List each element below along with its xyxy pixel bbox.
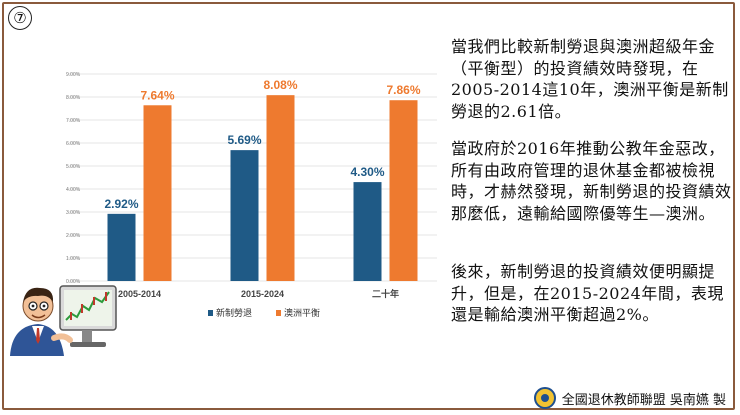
data-label: 7.86% (386, 83, 420, 97)
y-tick-label: 4.00% (66, 187, 81, 193)
x-tick-label: 二十年 (372, 288, 399, 299)
footer-credit: 全國退休教師聯盟 吳南嬿 製 (533, 387, 726, 409)
x-tick-label: 2005-2014 (118, 289, 161, 299)
legend-label: 新制勞退 (216, 307, 252, 319)
y-tick-label: 7.00% (66, 118, 81, 124)
data-label: 4.30% (350, 165, 384, 179)
slide-number: ⑦ (8, 6, 32, 30)
y-tick-label: 0.00% (66, 279, 81, 285)
credit-text: 全國退休教師聯盟 吳南嬿 製 (561, 392, 726, 408)
paragraph-recent: 後來，新制勞退的投資績效便明顯提升，但是，在2015-2024年間，表現還是輸給… (451, 262, 724, 324)
data-label: 2.92% (104, 197, 138, 211)
bar-australia-balanced (266, 95, 295, 281)
y-tick-label: 2.00% (66, 233, 81, 239)
legend-swatch (208, 310, 213, 316)
paragraph-reform: 當政府於2016年推動公教年金惡改，所有由政府管理的退休基金都被檢視時，才赫然發… (451, 139, 732, 223)
y-tick-label: 3.00% (66, 210, 81, 216)
paragraph-comparison: 當我們比較新制勞退與澳洲超級年金（平衡型）的投資績效時發現，在2005-2014… (451, 37, 729, 121)
data-label: 7.64% (140, 88, 174, 102)
y-tick-label: 6.00% (66, 141, 81, 147)
slide-frame (2, 2, 735, 410)
bar-chart: 0.00% 1.00% 2.00% 3.00% 4.00% 5.00% 6.00% 7.00%… (58, 62, 445, 328)
data-label: 5.69% (227, 133, 261, 147)
y-tick-label: 5.00% (66, 164, 81, 170)
union-logo-icon (533, 387, 556, 409)
bar-labor-pension (230, 150, 259, 281)
legend-label: 澳洲平衡 (284, 307, 320, 319)
data-label: 8.08% (263, 78, 297, 92)
cartoon-investor-illustration (10, 285, 117, 356)
bar-labor-pension (107, 213, 136, 281)
bar-australia-balanced (389, 100, 418, 281)
bar-labor-pension (353, 182, 382, 281)
legend-swatch (276, 310, 281, 316)
y-tick-label: 8.00% (66, 95, 81, 101)
bar-australia-balanced (143, 105, 172, 281)
chart-svg: 0.00% 1.00% 2.00% 3.00% 4.00% 5.00% 6.00% 7.00%… (66, 72, 437, 319)
x-tick-label: 2015-2024 (241, 289, 284, 299)
y-tick-label: 1.00% (66, 256, 81, 262)
y-tick-label: 9.00% (66, 72, 81, 78)
